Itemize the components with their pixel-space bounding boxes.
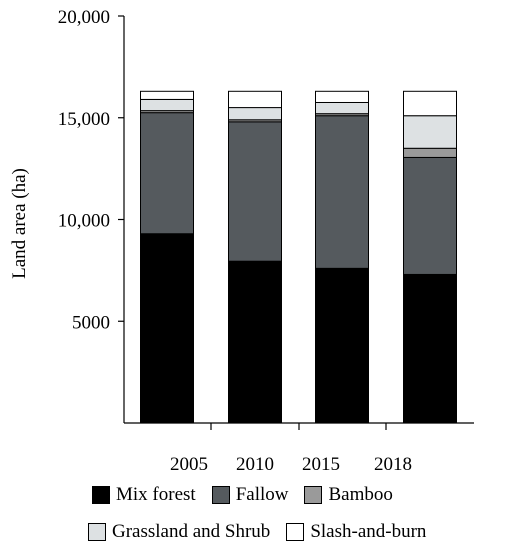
legend-item-grassland-and-shrub: Grassland and Shrub [88, 521, 270, 543]
bar-segment [140, 98, 194, 112]
bar-segment [140, 112, 194, 235]
legend-item-bamboo: Bamboo [304, 484, 393, 506]
y-axis-title: Land area (ha) [9, 168, 30, 279]
bar-segment [403, 90, 457, 117]
bar-segment [315, 101, 369, 115]
y-tick-label: 15,000 [58, 109, 110, 130]
stacked-bar-chart: 5000 10,000 15,000 20,000 Land area (ha) 2005… [9, 7, 474, 475]
legend-label: Bamboo [328, 484, 393, 505]
tick-labels: 5000 10,000 15,000 20,000 Land area (ha) 2005… [9, 7, 412, 475]
bars [140, 90, 457, 424]
legend-item-mix-forest: Mix forest [92, 484, 196, 506]
bar-segment [403, 156, 457, 275]
legend-label: Grassland and Shrub [112, 521, 271, 542]
legend-item-fallow: Fallow [211, 484, 289, 506]
legend-row-2: Grassland and Shrub Slash-and-burn [88, 515, 442, 549]
bar-segment [315, 115, 369, 269]
bar-segment [228, 90, 282, 109]
legend-label: Fallow [235, 484, 289, 505]
legend-label: Slash-and-burn [310, 521, 427, 542]
legend-row-1: Mix forest Fallow Bamboo [92, 478, 409, 512]
x-tick-label: 2015 [302, 454, 340, 475]
x-tick-label: 2010 [236, 454, 274, 475]
y-tick-label: 5000 [72, 312, 110, 333]
bar-segment [403, 273, 457, 424]
legend-label: Mix forest [116, 484, 196, 505]
legend-item-slash-and-burn: Slash-and-burn [286, 521, 426, 543]
legend-swatch [92, 486, 110, 504]
x-tick-label: 2005 [170, 454, 208, 475]
bar-segment [228, 121, 282, 262]
bar-segment [315, 267, 369, 424]
x-tick-label: 2018 [374, 454, 412, 475]
legend-swatch [286, 523, 305, 541]
bar-segment [140, 90, 194, 100]
bar-segment [403, 115, 457, 149]
y-tick-label: 20,000 [58, 7, 110, 28]
bar-segment [228, 107, 282, 121]
bar-segment [403, 147, 457, 158]
bar-segment [315, 90, 369, 103]
bar-segment [228, 260, 282, 424]
y-tick-label: 10,000 [58, 211, 110, 232]
bar-segment [140, 233, 194, 424]
legend-swatch [304, 486, 323, 504]
legend-swatch [88, 523, 106, 541]
legend-swatch [211, 486, 230, 504]
